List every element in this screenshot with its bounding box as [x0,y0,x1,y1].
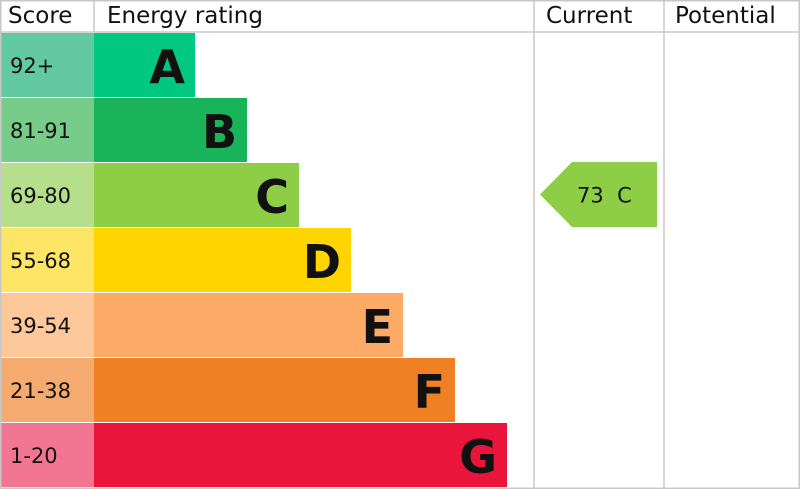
score-range-label: 81-91 [10,119,71,143]
band-bar-C [94,163,299,227]
current-rating-arrow [540,162,657,227]
current-header: Current [546,3,632,29]
band-letter-label: G [459,430,497,484]
score-cell-E [0,293,94,357]
score-range-label: 69-80 [10,184,71,208]
score-cell-B [0,98,94,162]
score-range-label: 39-54 [10,314,71,338]
energy-rating-header: Energy rating [107,3,263,29]
band-bar-D [94,228,351,292]
score-range-label: 92+ [10,54,54,78]
band-bar-B [94,98,247,162]
band-letter-label: B [202,105,237,159]
potential-header: Potential [675,3,776,29]
score-cell-D [0,228,94,292]
score-range-label: 1-20 [10,444,58,468]
band-letter-label: F [414,365,445,419]
score-range-label: 55-68 [10,249,71,273]
score-range-label: 21-38 [10,379,71,403]
current-rating-label: 73 C [577,184,632,208]
band-letter-label: C [255,170,289,224]
band-bar-F [94,358,455,422]
score-cell-G [0,423,94,487]
score-header: Score [8,3,72,29]
band-bar-A [94,33,195,97]
score-cell-C [0,163,94,227]
score-cell-A [0,33,94,97]
band-letter-label: E [362,300,393,354]
band-bar-E [94,293,403,357]
score-cell-F [0,358,94,422]
band-bar-G [94,423,507,487]
band-letter-label: A [149,40,185,94]
band-letter-label: D [303,235,341,289]
